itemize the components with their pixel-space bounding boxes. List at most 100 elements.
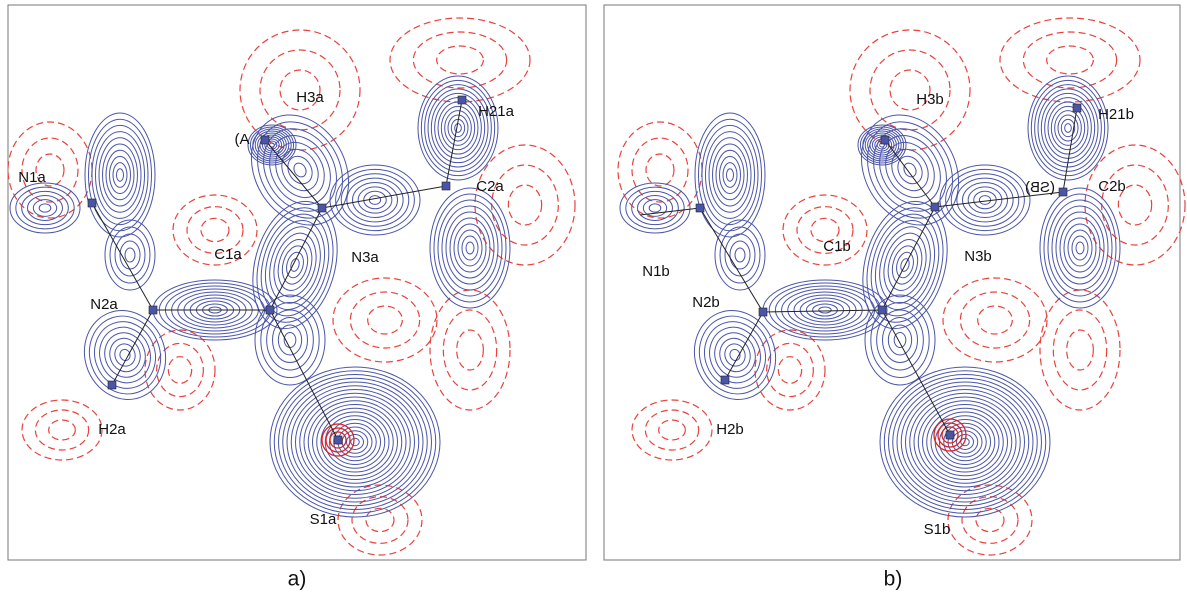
positive-contour [38,203,52,213]
negative-contour [367,305,403,335]
atom-marker [87,198,97,208]
bond [445,99,463,187]
negative-contour [35,153,65,187]
negative-contour [156,342,204,398]
positive-contour [98,137,142,213]
atom-marker [107,380,117,390]
positive-contour [91,124,149,226]
positive-contour [719,337,751,373]
positive-contour [637,195,673,221]
positive-contour [260,213,330,317]
negative-contour [21,137,79,203]
positive-contour [124,247,136,263]
positive-contour [857,124,907,166]
positive-contour [9,182,81,234]
positive-contour [340,173,410,227]
negative-contour [442,309,498,391]
atom-label: C1a [214,246,242,263]
negative-contour [349,291,421,349]
bond [762,309,883,313]
negative-contour [937,422,963,448]
positive-contour [457,229,483,267]
negative-contour [259,49,341,131]
atom-marker [880,135,890,145]
positive-contour [693,310,777,400]
positive-contour [307,400,403,484]
positive-contour [15,186,75,230]
caption: b) [884,568,903,591]
positive-contour [320,411,390,473]
positive-contour [273,370,437,514]
positive-contour [714,219,766,291]
positive-contour [440,105,476,151]
atom-label: N3a [351,249,379,266]
caption: a) [288,568,307,591]
bond [1062,107,1078,193]
positive-contour [719,226,761,284]
positive-contour [256,121,344,219]
negative-contour [933,418,967,452]
positive-contour [32,199,58,217]
atom-marker [695,203,705,213]
positive-contour [357,186,393,214]
bond [639,207,701,216]
positive-contour [281,148,319,192]
positive-contour [269,366,441,518]
negative-contour [810,217,840,243]
positive-contour [1059,217,1101,279]
positive-contour [88,315,162,395]
negative-contour [658,419,686,441]
positive-contour [1039,187,1121,309]
negative-contour [167,356,193,384]
positive-contour [1071,235,1089,261]
positive-contour [642,199,668,217]
positive-contour [1044,97,1092,159]
negative-contour [21,399,103,461]
positive-contour [286,381,424,503]
positive-contour [249,126,295,164]
bond [91,202,154,311]
positive-contour [903,162,917,178]
positive-contour [888,374,1042,510]
positive-contour [1034,84,1102,172]
positive-contour [864,130,900,160]
positive-contour [905,389,1025,495]
positive-contour [290,385,420,499]
positive-contour [429,187,511,309]
atom-marker [260,135,270,145]
negative-contour [941,426,959,444]
positive-contour [293,162,307,178]
positive-contour [465,241,475,255]
bond [264,139,323,209]
atom-label: H2b [716,421,744,438]
positive-contour [420,79,496,177]
positive-contour [862,200,948,330]
atom-marker [877,305,887,315]
positive-contour [909,392,1021,492]
positive-contour [704,321,766,389]
atom-label: S1b [924,521,951,538]
positive-contour [104,219,156,291]
negative-contour [412,31,508,89]
positive-contour [882,317,918,363]
positive-contour [893,332,907,348]
atom-label: N2a [90,296,118,313]
positive-contour [698,315,772,395]
positive-contour [867,132,897,158]
positive-contour [109,155,131,195]
atom-label: H3a [296,89,324,106]
positive-contour [726,168,734,182]
bond [881,309,951,436]
positive-contour [701,124,759,226]
positive-contour [266,309,314,371]
positive-contour [95,131,145,219]
positive-contour [247,124,297,166]
positive-contour [945,168,1025,232]
positive-contour [885,141,935,199]
positive-contour [316,407,394,477]
atom-marker [317,203,327,213]
positive-contour [879,135,941,205]
atom-label: S1a [310,511,337,528]
negative-contour [645,153,675,187]
